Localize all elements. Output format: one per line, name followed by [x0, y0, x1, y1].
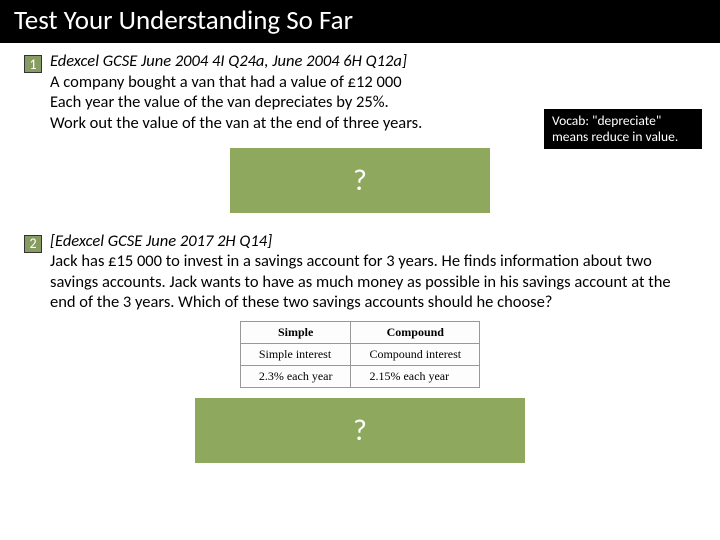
- table-row: Simple interest Compound interest: [240, 344, 479, 366]
- table-header-compound: Compound: [351, 322, 480, 344]
- question-1-line1: A company bought a van that had a value …: [50, 72, 402, 92]
- question-2-citation: [Edexcel GCSE June 2017 2H Q14]: [50, 231, 272, 251]
- answer-1-text: ?: [353, 162, 367, 199]
- table-cell: 2.15% each year: [351, 366, 480, 388]
- accounts-table: Simple Compound Simple interest Compound…: [240, 321, 480, 388]
- question-1-line3: Work out the value of the van at the end…: [50, 113, 422, 133]
- table-cell: Simple interest: [240, 344, 351, 366]
- vocab-box: Vocab: "depreciate" means reduce in valu…: [544, 109, 702, 149]
- question-1-line2: Each year the value of the van depreciat…: [50, 92, 389, 112]
- table-row: Simple Compound: [240, 322, 479, 344]
- page-title: Test Your Understanding So Far: [14, 4, 353, 37]
- answer-box-2[interactable]: ?: [195, 398, 525, 463]
- question-number-badge: 1: [24, 55, 42, 73]
- table-header-simple: Simple: [240, 322, 351, 344]
- question-number-badge: 2: [24, 235, 42, 253]
- question-2-text: [Edexcel GCSE June 2017 2H Q14] Jack has…: [50, 231, 696, 314]
- content-area: 1 Edexcel GCSE June 2004 4I Q24a, June 2…: [0, 43, 720, 463]
- question-2-body: Jack has £15 000 to invest in a savings …: [50, 251, 671, 312]
- accounts-table-wrap: Simple Compound Simple interest Compound…: [24, 321, 696, 388]
- table-row: 2.3% each year 2.15% each year: [240, 366, 479, 388]
- answer-2-text: ?: [353, 412, 367, 449]
- question-1: 1 Edexcel GCSE June 2004 4I Q24a, June 2…: [24, 51, 696, 134]
- question-2: 2 [Edexcel GCSE June 2017 2H Q14] Jack h…: [24, 231, 696, 314]
- table-cell: Compound interest: [351, 344, 480, 366]
- question-1-citation: Edexcel GCSE June 2004 4I Q24a, June 200…: [50, 51, 407, 71]
- title-bar: Test Your Understanding So Far: [0, 0, 720, 43]
- answer-box-1[interactable]: ?: [230, 148, 490, 213]
- table-cell: 2.3% each year: [240, 366, 351, 388]
